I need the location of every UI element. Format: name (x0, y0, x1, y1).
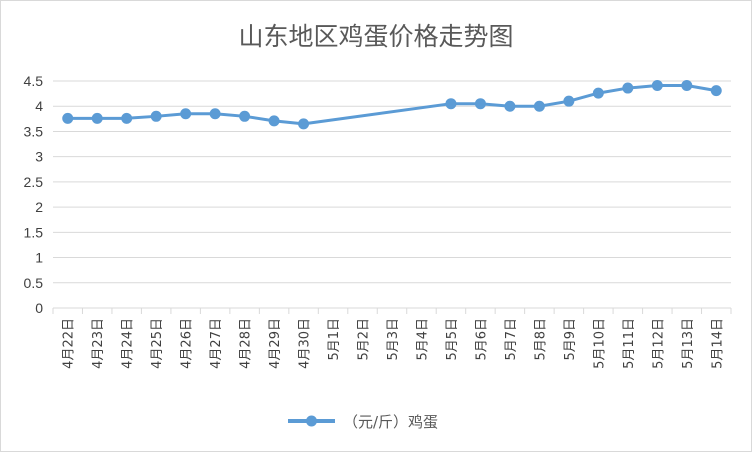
x-tick-label: 5月14日 (710, 318, 725, 369)
data-point[interactable] (298, 118, 310, 130)
y-tick-label: 0.5 (24, 275, 44, 291)
series-layer (62, 80, 722, 130)
x-tick-label: 4月30日 (298, 318, 313, 369)
data-point[interactable] (239, 110, 251, 122)
data-point[interactable] (62, 112, 74, 124)
x-tick-label: 5月10日 (592, 318, 607, 369)
y-tick-label: 3 (35, 149, 43, 165)
data-point[interactable] (209, 108, 221, 120)
data-point[interactable] (91, 112, 103, 124)
data-point[interactable] (474, 98, 486, 110)
x-tick-label: 5月4日 (415, 318, 430, 361)
data-point[interactable] (563, 95, 575, 107)
y-tick-label: 4 (35, 98, 43, 114)
x-tick-label: 5月9日 (563, 318, 578, 361)
series-line (67, 84, 717, 126)
data-point[interactable] (651, 80, 663, 92)
x-tick-label: 4月28日 (239, 318, 254, 369)
x-tick-label: 5月3日 (386, 318, 401, 361)
x-tick-label: 5月7日 (504, 318, 519, 361)
x-tick-label: 4月29日 (268, 318, 283, 369)
x-tick-label: 5月13日 (681, 318, 696, 369)
y-tick-label: 3.5 (24, 123, 44, 139)
x-tick-labels: 4月22日 4月23日 4月24日 4月25日 4月26日 4月27日 4月28日 4月29日… (62, 318, 726, 369)
x-tick-label: 5月2日 (357, 318, 372, 361)
axes (52, 307, 732, 314)
data-point[interactable] (710, 85, 722, 97)
data-point[interactable] (533, 100, 545, 112)
x-tick-label: 4月25日 (150, 318, 165, 369)
x-tick-label: 5月8日 (533, 318, 548, 361)
y-tick-label: 1 (35, 250, 43, 266)
x-tick-label: 4月23日 (91, 318, 106, 369)
x-tick-label: 4月22日 (62, 318, 77, 369)
y-tick-label: 2 (35, 199, 43, 215)
x-tick-label: 5月6日 (474, 318, 489, 361)
x-tick-label: 5月11日 (622, 318, 637, 369)
data-point[interactable] (504, 100, 516, 112)
x-tick-label: 4月26日 (180, 318, 195, 369)
data-point[interactable] (121, 112, 133, 124)
y-tick-label: 1.5 (24, 224, 44, 240)
y-tick-label: 0 (35, 300, 43, 316)
data-point[interactable] (180, 108, 192, 120)
data-point[interactable] (592, 87, 604, 99)
data-point[interactable] (150, 110, 162, 122)
data-point[interactable] (268, 115, 280, 127)
x-tick-label: 5月1日 (327, 318, 342, 361)
y-tick-label: 2.5 (24, 174, 44, 190)
gridlines (53, 80, 731, 284)
data-point[interactable] (681, 80, 693, 92)
legend[interactable]: （元/斤）鸡蛋 (288, 413, 438, 431)
data-point[interactable] (445, 98, 457, 110)
chart-title: 山东地区鸡蛋价格走势图 (238, 22, 513, 51)
legend-marker (306, 415, 317, 427)
x-tick-label: 4月27日 (209, 318, 224, 369)
x-tick-label: 4月24日 (121, 318, 136, 369)
data-point[interactable] (622, 82, 634, 94)
y-tick-labels: 0 0.5 1 1.5 2 2.5 3 3.5 4 4.5 (24, 73, 44, 316)
x-tick-label: 5月12日 (651, 318, 666, 369)
y-tick-label: 4.5 (24, 73, 44, 89)
x-tick-label: 5月5日 (445, 318, 460, 361)
legend-label: （元/斤）鸡蛋 (343, 413, 438, 431)
